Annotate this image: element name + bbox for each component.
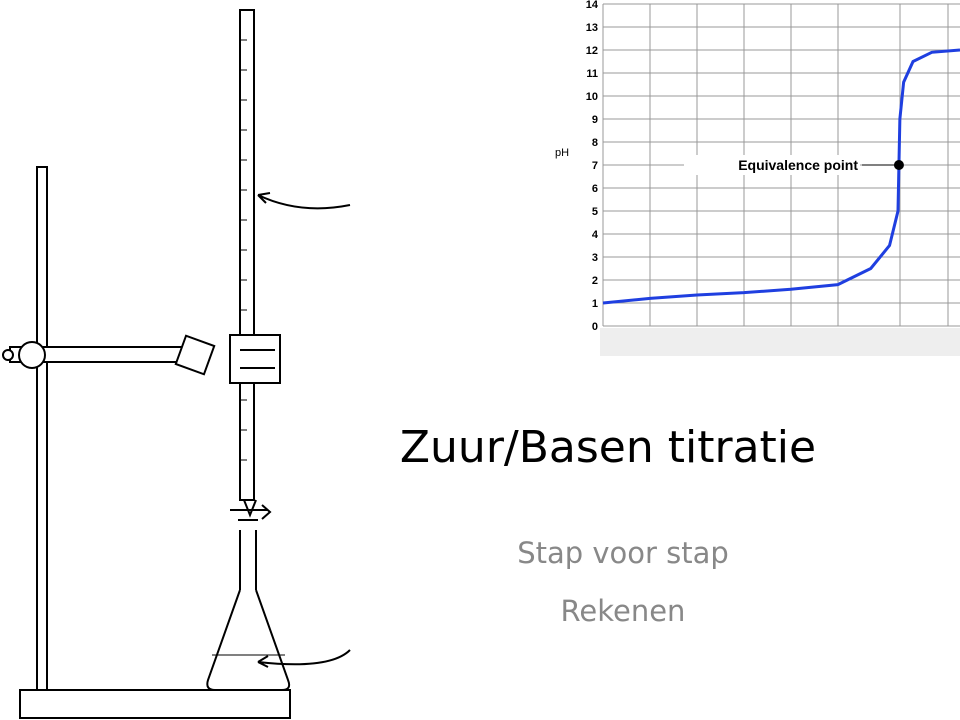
y-tick-label: 11 [586, 68, 598, 80]
y-tick-label: 8 [592, 137, 598, 149]
y-axis-label: pH [555, 147, 569, 159]
annotation: Equivalence point [738, 157, 858, 173]
y-tick-label: 9 [592, 114, 598, 126]
subtitle: Rekenen [561, 594, 686, 628]
y-tick-label: 2 [592, 275, 598, 287]
y-tick-label: 5 [592, 206, 598, 218]
y-tick-label: 10 [586, 91, 598, 103]
y-tick-label: 1 [592, 298, 598, 310]
annotation-bg [684, 155, 860, 175]
y-tick-label: 7 [592, 160, 598, 172]
y-tick-label: 0 [592, 321, 598, 333]
y-tick-label: 13 [586, 22, 598, 34]
y-tick-label: 3 [592, 252, 598, 264]
equivalence-point [893, 160, 904, 170]
subtitle: Stap voor stap [517, 536, 729, 570]
y-tick-label: 14 [586, 0, 599, 11]
y-tick-label: 6 [592, 183, 598, 195]
y-tick-label: 4 [592, 229, 599, 241]
chart-footer [600, 328, 960, 356]
titration-stand [2, 9, 351, 719]
ph-curve [602, 48, 960, 305]
slide-title: Zuur/Basen titratie [400, 422, 816, 473]
y-tick-label: 12 [586, 45, 598, 57]
